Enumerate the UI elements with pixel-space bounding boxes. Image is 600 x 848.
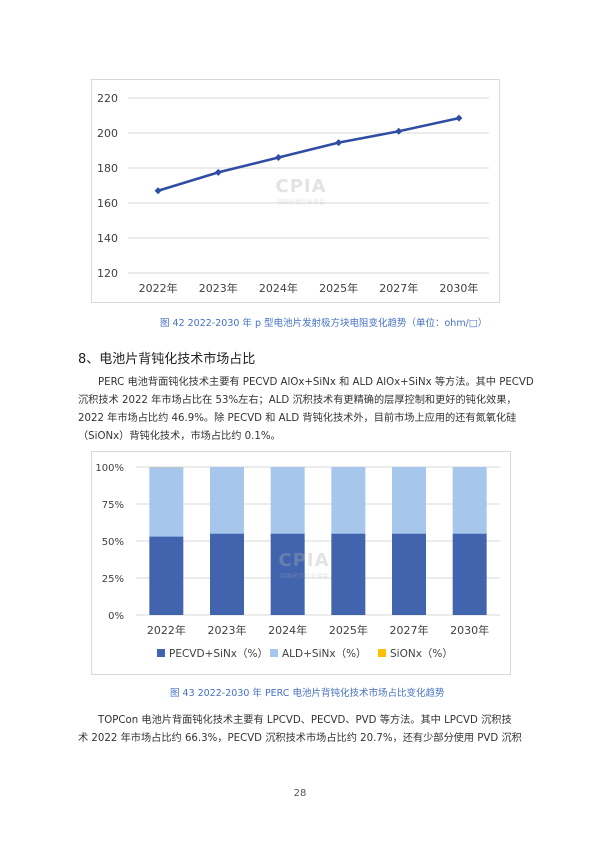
x-tick-label: 2024年 — [268, 623, 307, 637]
bar-segment — [210, 467, 244, 534]
watermark-text: CPIA — [275, 176, 327, 197]
data-point — [274, 154, 282, 161]
bar-segment — [149, 536, 184, 615]
x-tick-label: 2023年 — [208, 623, 247, 637]
series-line — [157, 116, 460, 192]
cpia-watermark: CPIA 中国光伏行业协会 — [269, 550, 339, 580]
watermark-sub: 中国光伏行业协会 — [279, 573, 328, 580]
data-point — [335, 139, 343, 147]
section-heading: 8、电池片背钝化技术市场占比 — [78, 352, 256, 367]
data-point — [214, 168, 222, 176]
y-tick-label: 0% — [108, 611, 124, 622]
legend-swatch — [378, 649, 386, 657]
stacked-bar-chart-passivation: 100% 75% 50% 25% 0% 2022年 2023年 2024年 2025年 2027年… — [91, 451, 511, 675]
y-tick-label: 50% — [102, 537, 124, 548]
x-tick-label: 2023年 — [199, 281, 238, 295]
line-chart-svg: 220 200 180 160 140 120 2022年 2023年 2024年 2025年 20… — [97, 92, 489, 295]
paragraph-topcon: TOPCon 电池片背面钝化技术主要有 LPCVD、PECVD、PVD 等方法。… — [78, 712, 526, 748]
paragraph-line: TOPCon 电池片背面钝化技术主要有 LPCVD、PECVD、PVD 等方法。… — [98, 715, 512, 726]
bar-segment — [149, 467, 184, 537]
bar-segment — [270, 533, 305, 615]
legend-label: SiONx（%） — [390, 648, 453, 660]
bar-chart-svg: 100% 75% 50% 25% 0% 2022年 2023年 2024年 2025年 2027年… — [95, 463, 500, 660]
legend-label: PECVD+SiNx（%） — [169, 648, 268, 660]
bar-segment — [331, 467, 366, 534]
legend-label: ALD+SiNx（%） — [282, 648, 367, 660]
y-tick-label: 220 — [97, 92, 118, 105]
line-chart-emitter-resistance: 220 200 180 160 140 120 2022年 2023年 2024年 2025年 20… — [91, 79, 500, 303]
paragraph-line: PERC 电池背面钝化技术主要有 PECVD AlOx+SiNx 和 ALD A… — [98, 377, 534, 388]
y-tick-label: 120 — [97, 267, 118, 280]
x-tick-label: 2025年 — [329, 623, 368, 637]
watermark-text: CPIA — [278, 550, 330, 571]
paragraph-line: 术 2022 年市场占比约 66.3%，PECVD 沉积技术市场占比约 20.7… — [78, 733, 522, 744]
y-tick-label: 200 — [97, 127, 118, 140]
data-point — [395, 127, 403, 135]
x-tick-label: 2030年 — [450, 623, 489, 637]
x-tick-label: 2027年 — [390, 623, 429, 637]
bar-segment — [452, 533, 487, 615]
paragraph-perc: PERC 电池背面钝化技术主要有 PECVD AlOx+SiNx 和 ALD A… — [78, 374, 534, 446]
bar-segment — [270, 467, 305, 534]
bar-segment — [210, 533, 244, 615]
legend-swatch — [157, 649, 165, 657]
y-tick-label: 140 — [97, 232, 118, 245]
x-tick-label: 2022年 — [147, 623, 186, 637]
x-tick-label: 2030年 — [439, 281, 478, 295]
watermark-sub: 中国光伏行业协会 — [276, 199, 325, 206]
figure-43-caption: 图 43 2022-2030 年 PERC 电池片背钝化技术市场占比变化趋势 — [170, 688, 445, 699]
x-tick-label: 2024年 — [259, 281, 298, 295]
y-tick-label: 160 — [97, 197, 118, 210]
page-number: 28 — [293, 788, 307, 799]
paragraph-line: 沉积技术 2022 年市场占比在 53%左右；ALD 沉积技术有更精确的层厚控制… — [78, 395, 517, 406]
bar-segment — [331, 533, 366, 615]
cpia-watermark: CPIA 中国光伏行业协会 — [266, 176, 336, 206]
x-tick-label: 2025年 — [319, 281, 358, 295]
paragraph-line: （SiONx）背钝化技术，市场占比约 0.1%。 — [78, 431, 281, 442]
y-tick-label: 180 — [97, 162, 118, 175]
paragraph-line: 2022 年市场占比约 46.9%。除 PECVD 和 ALD 背钝化技术外，目… — [78, 413, 517, 424]
data-point — [455, 114, 463, 122]
y-tick-label: 100% — [95, 463, 124, 474]
bar-segment — [392, 533, 426, 615]
legend-swatch — [270, 649, 278, 657]
data-point — [154, 187, 162, 195]
y-tick-label: 25% — [102, 574, 124, 585]
figure-42-caption: 图 42 2022-2030 年 p 型电池片发射极方块电阻变化趋势（单位：oh… — [160, 318, 488, 329]
bar-segment — [392, 467, 426, 534]
bar-segment — [452, 467, 487, 534]
x-tick-label: 2027年 — [379, 281, 418, 295]
y-tick-label: 75% — [102, 500, 124, 511]
x-tick-label: 2022年 — [139, 281, 178, 295]
